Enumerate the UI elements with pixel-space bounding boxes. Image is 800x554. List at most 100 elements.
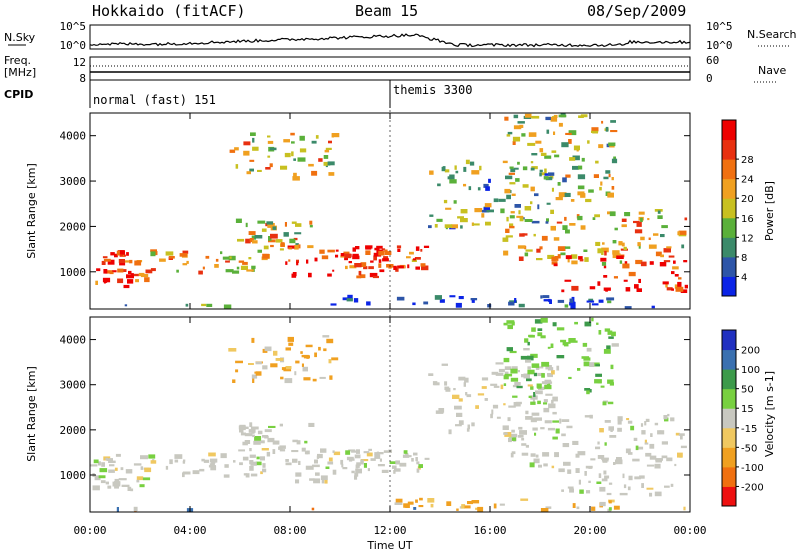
range-gate-cell [105,270,113,274]
range-gate-cell [574,321,578,325]
range-gate-cell [459,506,463,509]
range-gate-cell [360,262,367,267]
range-gate-cell [666,457,673,462]
range-gate-cell [248,257,252,260]
nsky-tick-top: 10^5 [60,20,87,33]
range-gate-cell [647,218,650,221]
range-gate-cell [549,299,552,304]
range-gate-cell [267,140,274,144]
range-gate-cell [238,449,245,452]
range-gate-cell [510,211,515,214]
range-gate-cell [208,465,216,468]
range-gate-cell [581,157,585,162]
range-gate-cell [498,198,506,202]
range-gate-cell [603,176,609,180]
range-gate-cell [368,266,374,270]
range-gate-cell [252,240,258,244]
range-gate-cell [107,259,115,265]
range-gate-cell [548,172,555,176]
range-gate-cell [297,244,301,249]
range-gate-cell [270,363,278,368]
range-gate-cell [579,258,584,262]
range-gate-cell [464,377,469,383]
range-gate-cell [378,263,382,268]
range-gate-cell [342,297,349,301]
range-gate-cell [562,225,568,230]
range-gate-cell [232,270,240,274]
colorbar-tick-label: -200 [741,482,764,493]
range-gate-cell [621,224,627,228]
range-gate-cell [517,435,524,438]
range-gate-cell [547,254,555,259]
range-gate-cell [598,330,602,335]
range-gate-cell [182,472,185,478]
range-gate-cell [106,458,113,461]
range-gate-cell [550,116,558,122]
range-gate-cell [119,250,125,255]
range-gate-cell [122,254,125,257]
range-gate-cell [288,247,293,250]
range-gate-cell [298,460,301,465]
range-gate-cell [267,155,271,158]
range-gate-cell [610,130,618,133]
range-gate-cell [104,280,108,283]
range-gate-cell [319,249,325,254]
range-gate-cell [374,454,381,459]
range-gate-cell [287,245,295,249]
range-gate-cell [544,168,547,174]
range-gate-cell [509,182,516,185]
range-gate-cell [573,145,580,151]
range-gate-cell [381,248,386,251]
range-gate-cell [268,425,276,428]
range-gate-cell [378,250,385,256]
range-gate-cell [677,231,680,236]
range-gate-cell [201,458,205,462]
colorbar-tick-label: 200 [741,346,760,357]
colorbar-swatch [722,427,736,448]
range-gate-cell [105,481,109,485]
range-gate-cell [445,387,451,392]
range-gate-cell [150,251,156,257]
range-gate-cell [639,475,645,479]
range-gate-cell [611,177,614,181]
colorbar-swatch [722,447,736,468]
range-gate-cell [412,258,416,261]
range-gate-cell [102,256,108,259]
range-gate-cell [654,491,662,497]
range-gate-cell [512,395,518,398]
range-gate-cell [599,486,606,492]
range-gate-cell [568,338,576,342]
range-gate-cell [646,487,654,490]
range-gate-cell [374,247,380,251]
range-gate-cell [240,432,246,436]
range-gate-cell [604,420,611,423]
range-gate-cell [327,461,334,465]
range-gate-cell [481,209,490,213]
range-gate-cell [399,462,407,467]
range-gate-cell [521,452,529,456]
range-gate-cell [505,175,513,180]
range-gate-cell [603,275,608,278]
colorbar-swatch [722,330,736,351]
range-gate-cell [414,257,421,260]
range-gate-cell [429,170,434,175]
range-gate-cell [534,319,543,324]
range-gate-cell [378,452,384,455]
range-gate-cell [119,261,126,266]
colorbar-tick-label: -100 [741,463,764,474]
range-gate-cell [563,461,571,466]
range-gate-cell [568,339,571,344]
range-gate-cell [644,421,647,426]
range-gate-cell [284,222,287,227]
range-gate-cell [342,467,348,470]
range-gate-cell [608,142,616,147]
range-gate-cell [596,481,602,484]
range-gate-cell [283,139,290,143]
range-gate-cell [458,376,466,381]
range-gate-cell [168,256,175,259]
range-gate-cell [314,257,318,262]
range-gate-cell [307,245,314,249]
range-gate-cell [255,371,262,376]
range-gate-cell [604,442,607,446]
range-gate-cell [105,457,108,461]
